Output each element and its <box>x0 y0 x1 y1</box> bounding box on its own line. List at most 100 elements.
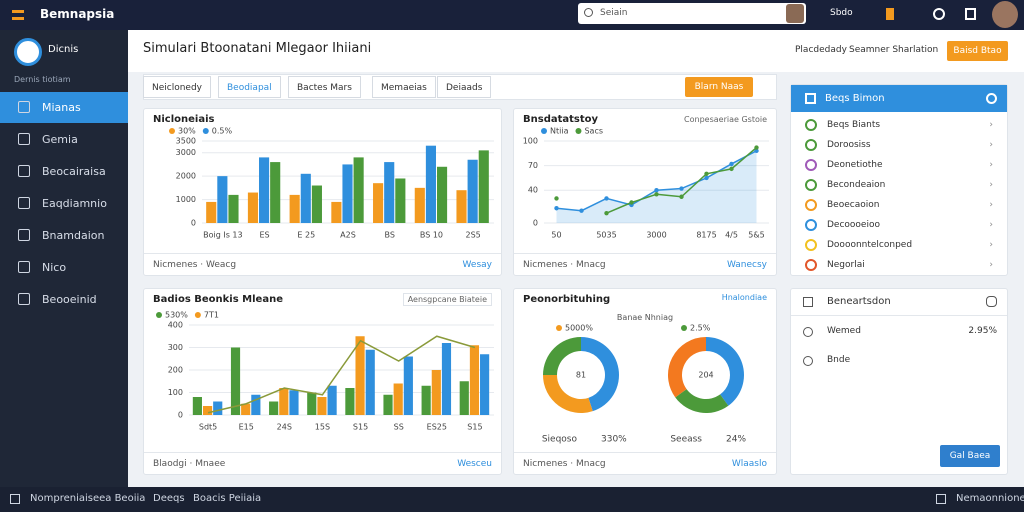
nav-item[interactable]: Beocairaisa <box>0 156 128 187</box>
list-search[interactable] <box>986 93 997 104</box>
toolbar-tab[interactable]: Neiclonedy <box>143 76 212 98</box>
nav-item[interactable]: Beooeinid <box>0 284 128 315</box>
list-card: Beqs Bimon Beqs Biants › Doroosiss › Deoneti… <box>790 84 1008 276</box>
nav-item[interactable]: Gemia <box>0 124 128 155</box>
donut-caption-value: 24% <box>726 435 746 445</box>
list-item[interactable]: Becondeaion › <box>801 175 997 195</box>
y-tick-label: 0 <box>178 411 183 420</box>
header-link[interactable]: Seamner Sharlation <box>849 45 939 55</box>
nav-item[interactable]: Bnamdaion <box>0 220 128 251</box>
y-tick-label: 400 <box>168 321 183 330</box>
legend-dot <box>156 312 162 318</box>
x-tick-label: ES25 <box>427 423 447 432</box>
help-icon[interactable] <box>933 8 945 20</box>
bar <box>403 356 413 415</box>
bar <box>342 164 353 223</box>
bar <box>228 194 239 223</box>
donut-segment <box>543 375 593 413</box>
header: Simulari Btoonatani Mlegaor Ihiiani Plac… <box>128 30 1024 72</box>
nav-item[interactable]: Mianas <box>0 92 128 123</box>
x-tick-label: 24S <box>277 423 292 432</box>
donut-caption-value: 330% <box>601 435 627 445</box>
donut-charts: 81 5000% Sieqoso 330% 204 2.5% Seeass 24% <box>542 324 747 445</box>
y-tick-label: 3500 <box>176 137 196 146</box>
user-avatar[interactable] <box>992 1 1018 28</box>
toolbar-tab[interactable]: Beodiapal <box>218 76 281 98</box>
y-tick-label: 300 <box>168 343 183 352</box>
x-tick-label: E 25 <box>297 231 315 240</box>
chevron: › <box>989 180 993 190</box>
point <box>679 186 684 191</box>
y-tick-label: 70 <box>528 161 538 170</box>
toolbar-tab[interactable]: Bactes Mars <box>288 76 361 98</box>
list-item[interactable]: Decoooeioo › <box>801 215 997 235</box>
profile-avatar <box>14 38 42 66</box>
footer-link[interactable]: Wesceu <box>457 459 492 469</box>
y-tick-label: 200 <box>168 366 183 375</box>
top-bar: Bemnapsia Seiain Sbdo <box>0 0 1024 30</box>
toolbar-tab[interactable]: Deiaads <box>437 76 492 98</box>
nav-item[interactable]: Eaqdiamnio <box>0 188 128 219</box>
x-tick-label: 5&5 <box>748 231 764 240</box>
trend-line <box>207 335 476 414</box>
icon-label[interactable]: Sbdo <box>830 8 853 18</box>
row-icon <box>803 356 813 366</box>
card-subtitle: Banae Nhniag <box>616 313 674 322</box>
logo: Bemnapsia <box>40 7 115 21</box>
card-footer: Nicmenes · Mnacg Wanecsy <box>514 253 776 275</box>
bar <box>300 173 311 223</box>
list-item[interactable]: Doroosiss › <box>801 135 997 155</box>
list-item[interactable]: Beqs Biants › <box>801 115 997 135</box>
bar <box>206 201 217 223</box>
footer-link[interactable]: Wanecsy <box>726 260 767 270</box>
donut-segment <box>706 337 744 406</box>
bar <box>202 406 213 415</box>
x-tick-label: 4/5 <box>725 231 738 240</box>
legend-dot <box>575 128 582 134</box>
bar <box>469 345 480 415</box>
search-box[interactable]: Seiain <box>578 3 806 24</box>
footer-link[interactable]: Wesay <box>462 260 492 270</box>
detail-button[interactable]: Gal Baea <box>940 445 1000 467</box>
point <box>654 192 659 197</box>
bar <box>192 397 202 415</box>
list-item[interactable]: Negorlai › <box>801 255 997 275</box>
donut-card: Peonorbituhing Hnalondiae Banae Nhniag 8… <box>513 288 777 475</box>
bar <box>393 383 403 415</box>
toolbar-tab[interactable]: Memaeias <box>372 76 436 98</box>
bar <box>270 162 281 223</box>
list-item[interactable]: Deonetiothe › <box>801 155 997 175</box>
header-button[interactable]: Baisd Btao <box>947 41 1008 61</box>
item-icon <box>805 159 817 171</box>
bar <box>307 392 317 415</box>
footer-text: Boacis Peiiaia <box>193 493 262 504</box>
bar-chart: 0 1000 2000 3000 3500 Boig Is 13 ES E 25 A2S BS BS… <box>169 127 494 240</box>
detail-title: Beneartsdon <box>827 296 891 307</box>
detail-menu[interactable] <box>986 296 997 307</box>
point <box>679 194 684 199</box>
donut-segment <box>543 337 581 375</box>
bar <box>247 192 259 223</box>
nav-item[interactable]: Nico <box>0 252 128 283</box>
bar <box>456 190 467 223</box>
bar <box>269 401 279 415</box>
notif-icon[interactable] <box>886 8 912 20</box>
bar <box>480 354 490 415</box>
legend-label: Sacs <box>584 127 603 136</box>
chevron: › <box>989 220 993 230</box>
x-tick-label: BS 10 <box>420 231 443 240</box>
point <box>554 196 559 201</box>
list-item[interactable]: Beoecaoion › <box>801 195 997 215</box>
footer-link[interactable]: Wlaaslo <box>731 459 767 469</box>
toolbar-button[interactable]: Blarn Naas <box>685 77 753 97</box>
legend-dot <box>541 128 547 134</box>
x-tick-label: S15 <box>467 423 482 432</box>
settings-icon[interactable] <box>965 8 976 20</box>
header-link[interactable]: Placdedady <box>795 45 847 55</box>
donut-center: 204 <box>698 371 713 380</box>
list-icon <box>805 93 816 104</box>
bar <box>289 194 300 223</box>
list-item[interactable]: Doooonntelconped › <box>801 235 997 255</box>
donut-center: 81 <box>576 371 586 380</box>
footer-text: Nicmenes · Weacg <box>153 260 237 270</box>
